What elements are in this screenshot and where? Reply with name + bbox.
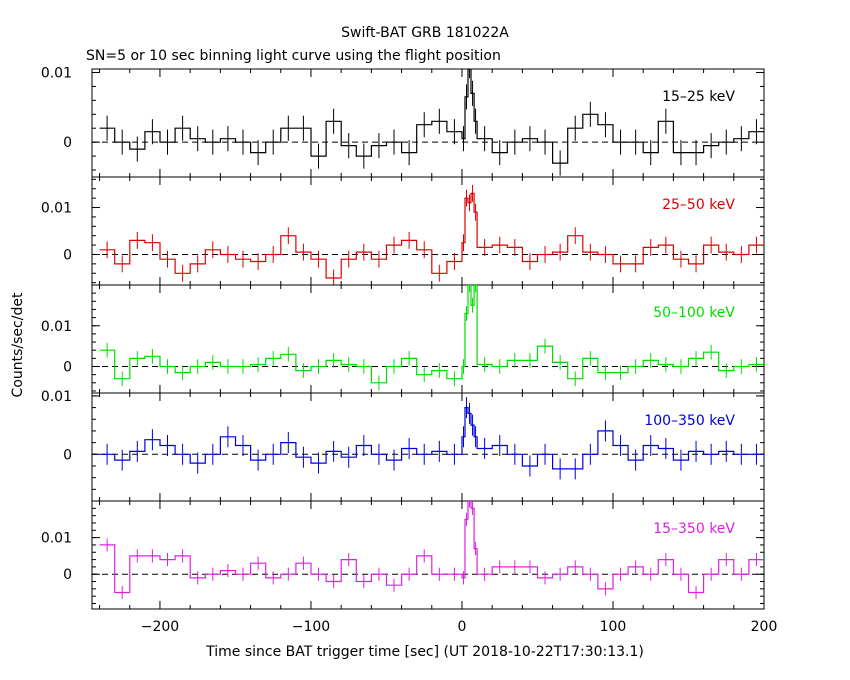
series-line: [99, 69, 764, 164]
y-tick-label: 0: [63, 447, 72, 463]
x-axis: −200 −100 0 100 200: [141, 619, 778, 635]
band-label: 15–350 keV: [653, 521, 735, 537]
panel-0: 0 0.01 15–25 keV: [41, 65, 765, 178]
panel-frame: [91, 392, 765, 502]
y-axis-label: Counts/sec/det: [10, 292, 26, 397]
y-tick-label: 0: [63, 135, 72, 151]
series-line: [99, 501, 764, 594]
x-tick-label: 200: [751, 619, 778, 635]
panel-frame: [91, 176, 765, 286]
chart-title: Swift-BAT GRB 181022A: [341, 25, 509, 41]
x-tick-label: 0: [458, 619, 467, 635]
panel-3: 0 0.01 100–350 keV: [41, 389, 765, 502]
y-tick-label: 0.01: [41, 531, 72, 547]
series-3: [99, 397, 764, 480]
y-tick-label: 0.01: [41, 65, 72, 81]
y-tick-label: 0: [63, 567, 72, 583]
panel-frame: [91, 68, 765, 178]
x-axis-label: Time since BAT trigger time [sec] (UT 20…: [205, 644, 644, 660]
x-tick-label: −100: [292, 619, 330, 635]
band-label: 25–50 keV: [662, 197, 735, 213]
series-2: [99, 285, 764, 391]
y-tick-label: 0.01: [41, 389, 72, 405]
y-tick-label: 0: [63, 360, 72, 376]
x-tick-label: −200: [141, 619, 179, 635]
panel-frame: [91, 284, 765, 394]
panel-frame: [91, 500, 765, 610]
series-4: [99, 501, 764, 600]
chart-subtitle: SN=5 or 10 sec binning light curve using…: [86, 48, 501, 64]
series-line: [99, 285, 764, 384]
series-line: [99, 192, 764, 279]
band-label: 15–25 keV: [662, 89, 735, 105]
y-tick-label: 0.01: [41, 319, 72, 335]
panel-4: 0 0.01 15–350 keV: [41, 500, 765, 610]
band-label: 50–100 keV: [653, 305, 735, 321]
panels: 0 0.01 15–25 keV 0 0.01 25–50 keV 0 0.01 50–100 …: [41, 65, 765, 610]
series-0: [99, 69, 764, 176]
panel-2: 0 0.01 50–100 keV: [41, 284, 765, 394]
series-line: [99, 407, 764, 470]
series-1: [99, 184, 764, 285]
y-tick-label: 0.01: [41, 201, 72, 217]
band-label: 100–350 keV: [644, 413, 735, 429]
y-tick-label: 0: [63, 247, 72, 263]
x-tick-label: 100: [600, 619, 627, 635]
panel-1: 0 0.01 25–50 keV: [41, 176, 765, 286]
